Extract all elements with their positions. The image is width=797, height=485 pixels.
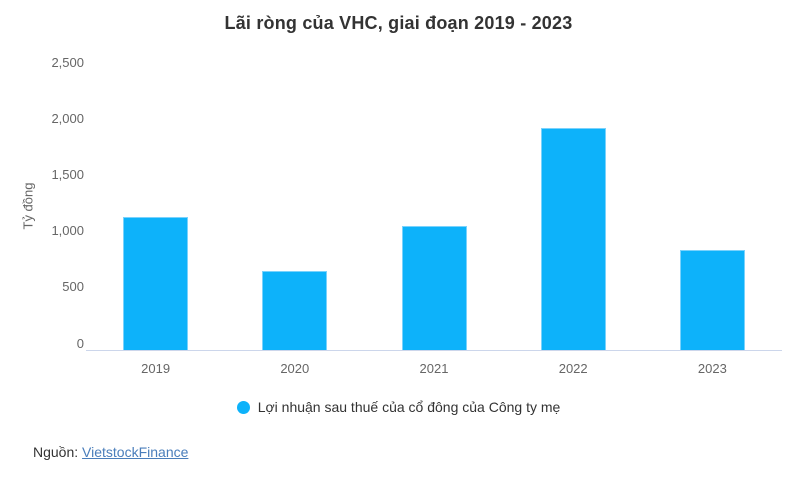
bar-2023[interactable]: [679, 249, 745, 350]
bar-2022[interactable]: [540, 128, 606, 350]
chart-title: Lãi ròng của VHC, giai đoạn 2019 - 2023: [224, 13, 573, 33]
x-axis-label-2023: 2023: [697, 361, 727, 376]
source-link[interactable]: VietstockFinance: [82, 444, 189, 460]
legend-label: Lợi nhuận sau thuế của cổ đông của Công …: [257, 399, 561, 415]
x-axis-label-2020: 2020: [280, 361, 310, 376]
legend: Lợi nhuận sau thuế của cổ đông của Công …: [0, 399, 797, 415]
x-axis-label-2022: 2022: [558, 361, 588, 376]
y-axis-tick-label: 500: [62, 279, 84, 295]
legend-circle-icon: [236, 400, 250, 414]
x-axis-label-2021: 2021: [419, 361, 449, 376]
bar-2019[interactable]: [123, 217, 189, 350]
y-axis-tick-label: 1,000: [51, 223, 84, 239]
legend-item-series-0[interactable]: Lợi nhuận sau thuế của cổ đông của Công …: [236, 399, 561, 415]
plot-area: [86, 69, 782, 351]
y-axis-tick-label: 2,000: [51, 110, 84, 126]
source-label: Nguồn:: [33, 444, 79, 460]
y-axis-tick-label: 1,500: [51, 166, 84, 182]
x-axis-label-2019: 2019: [141, 361, 171, 376]
bar-2020[interactable]: [262, 270, 328, 350]
source-line: Nguồn: VietstockFinance: [33, 444, 188, 460]
bar-2021[interactable]: [401, 226, 467, 350]
y-axis-tick-label: 2,500: [51, 54, 84, 70]
y-axis-tick-label: 0: [76, 335, 84, 351]
